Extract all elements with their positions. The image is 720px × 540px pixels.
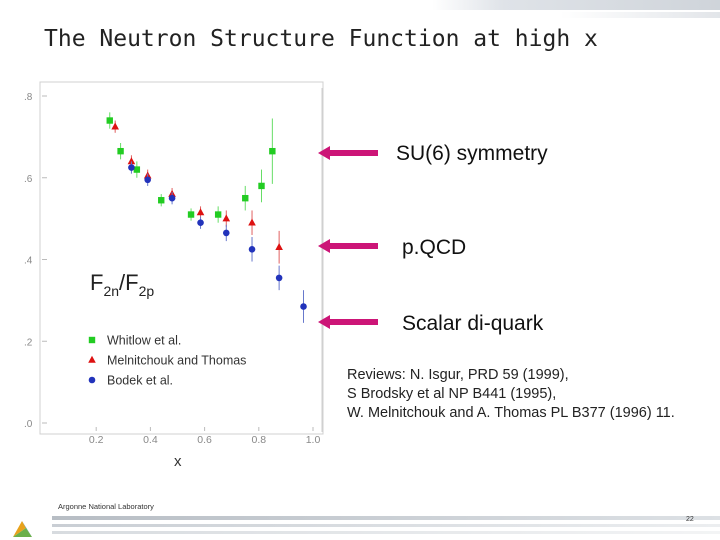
data-point: [242, 194, 249, 202]
series-circle: [128, 161, 307, 323]
series-triangle: [111, 120, 283, 264]
argonne-logo-icon: [13, 521, 32, 537]
data-point: [258, 182, 265, 190]
y-label-slash: /F: [119, 270, 139, 295]
data-point: [158, 197, 165, 204]
data-point: [222, 229, 230, 237]
x-axis-label: x: [174, 453, 182, 470]
data-series: [106, 112, 307, 323]
legend-label: Bodek et al.: [107, 374, 173, 388]
arrow-icon: [318, 315, 378, 329]
data-point: [269, 147, 276, 155]
arrow-head: [318, 315, 330, 329]
y-tick-label: .0: [24, 419, 33, 430]
header-decoration-bar-secondary: [560, 12, 720, 18]
arrow-icon: [318, 239, 378, 253]
arrow-head: [318, 146, 330, 160]
data-point: [248, 245, 256, 253]
legend-label: Melnitchouk and Thomas: [107, 354, 246, 368]
references-block: Reviews: N. Isgur, PRD 59 (1999), S Brod…: [347, 366, 675, 423]
arrow-shaft: [329, 319, 378, 325]
legend-marker: [88, 376, 96, 384]
series-square: [106, 112, 276, 223]
arrow-head: [318, 239, 330, 253]
data-point: [275, 274, 283, 282]
x-tick-label: 1.0: [306, 434, 321, 446]
axis-ticks: .0 .2 .4 .6 .8 0.2 0.4 0.6 0.8 1.0: [24, 92, 320, 446]
arrow-icon: [318, 146, 378, 160]
chart-legend: Whitlow et al. Melnitchouk and Thomas Bode…: [88, 334, 246, 388]
plot-frame: [39, 81, 324, 435]
page-number: 22: [686, 516, 694, 523]
reference-line: S Brodsky et al NP B441 (1995),: [347, 386, 557, 402]
x-tick-label: 0.6: [197, 434, 212, 446]
y-label-sub1: 2n: [103, 283, 119, 299]
reference-line: Reviews: N. Isgur, PRD 59 (1999),: [347, 367, 569, 383]
y-axis-label: F2n/F2p: [90, 270, 154, 299]
x-tick-label: 0.8: [251, 434, 266, 446]
legend-marker: [88, 336, 96, 344]
footer-rule: [52, 516, 720, 520]
data-point: [127, 157, 136, 165]
arrow-shaft: [329, 150, 378, 156]
data-point: [111, 122, 119, 130]
data-point: [222, 214, 231, 222]
x-tick-label: 0.2: [89, 434, 104, 446]
data-point: [187, 211, 195, 218]
y-tick-label: .8: [24, 92, 33, 103]
header-decoration-bar: [432, 0, 720, 10]
plot-frame-rect: [39, 81, 324, 435]
arrow-shaft: [329, 243, 378, 249]
y-tick-label: .6: [24, 174, 33, 185]
data-point: [168, 194, 176, 202]
reference-line: W. Melnitchouk and A. Thomas PL B377 (19…: [347, 405, 675, 421]
data-point: [300, 303, 307, 310]
annotation-label: p.QCD: [402, 236, 467, 259]
y-tick-label: .4: [24, 256, 33, 267]
footer-rule: [52, 524, 720, 527]
footer-rule: [52, 531, 720, 534]
legend-label: Whitlow et al.: [107, 334, 181, 348]
data-point: [248, 218, 256, 226]
y-label-main: F: [90, 270, 103, 295]
legend-marker: [88, 355, 96, 363]
data-point: [197, 219, 204, 227]
data-point: [196, 208, 205, 216]
data-point: [133, 166, 141, 173]
data-point: [144, 176, 151, 184]
x-tick-label: 0.4: [143, 434, 158, 446]
data-point: [106, 117, 113, 124]
annotation-label: Scalar di-quark: [402, 312, 544, 335]
footer-organization: Argonne National Laboratory: [58, 502, 154, 511]
y-tick-label: .2: [24, 337, 33, 348]
y-label-sub2: 2p: [139, 283, 155, 299]
data-point: [117, 147, 124, 155]
data-point: [214, 211, 222, 218]
data-point: [275, 243, 283, 251]
annotation-label: SU(6) symmetry: [396, 142, 548, 165]
data-point: [128, 164, 135, 171]
slide-title: The Neutron Structure Function at high x: [44, 26, 598, 52]
